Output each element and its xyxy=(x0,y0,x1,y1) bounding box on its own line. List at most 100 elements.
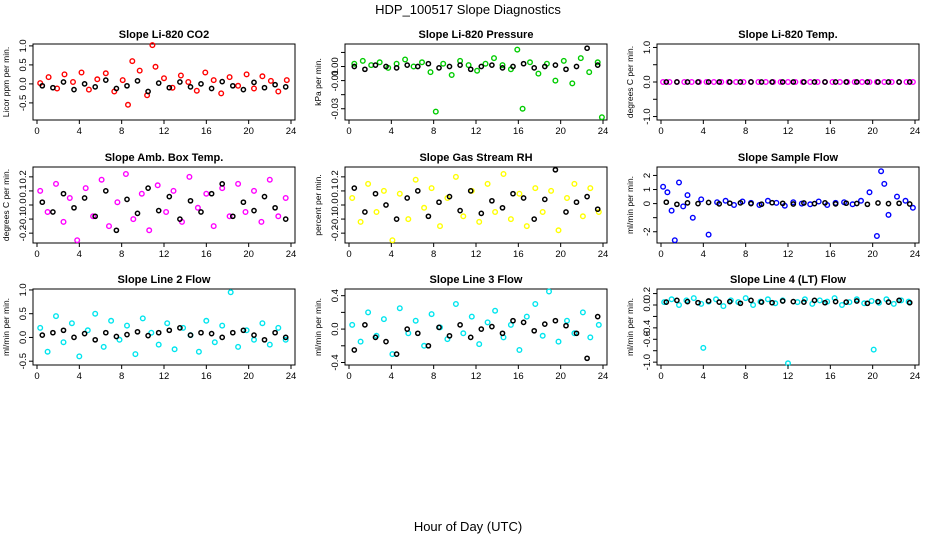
hourly-point xyxy=(414,188,421,194)
data-point xyxy=(816,297,823,304)
data-point xyxy=(60,339,67,346)
y-tick-label: -0.03 xyxy=(330,98,341,120)
series-hourly-points xyxy=(351,45,601,73)
hourly-point xyxy=(520,60,527,67)
hourly-point xyxy=(853,79,860,85)
hourly-point xyxy=(843,200,850,207)
x-tick-label: 8 xyxy=(431,249,436,260)
data-point xyxy=(484,319,491,326)
data-point xyxy=(527,59,534,66)
hourly-point xyxy=(705,298,712,304)
hourly-point xyxy=(457,322,463,328)
data-point xyxy=(419,59,426,66)
data-point xyxy=(909,204,916,211)
data-point xyxy=(792,78,799,85)
hourly-point xyxy=(843,299,850,305)
hourly-point xyxy=(663,299,670,305)
data-point xyxy=(902,197,909,204)
data-point xyxy=(571,180,578,187)
data-point xyxy=(282,194,289,201)
hourly-point xyxy=(240,199,247,206)
y-axis-label: percent per min. xyxy=(313,174,323,235)
data-point xyxy=(60,218,67,225)
data-point xyxy=(482,60,489,67)
data-point xyxy=(402,56,409,63)
data-point xyxy=(266,176,273,183)
data-point xyxy=(595,208,602,215)
hourly-point xyxy=(198,209,204,215)
data-point xyxy=(169,84,176,91)
x-tick-label: 0 xyxy=(346,126,351,137)
data-point xyxy=(722,197,729,204)
data-point xyxy=(177,72,184,79)
data-point xyxy=(594,59,601,66)
hourly-point xyxy=(663,199,670,206)
data-point xyxy=(801,296,808,303)
data-point xyxy=(69,78,76,85)
hourly-point xyxy=(39,199,46,206)
y-axis-label: Licor ppm per min. xyxy=(1,47,11,117)
hourly-point xyxy=(906,299,913,306)
data-point xyxy=(705,231,712,238)
data-point xyxy=(359,57,366,64)
hourly-point xyxy=(372,62,379,68)
data-point xyxy=(203,190,210,197)
data-point xyxy=(516,190,523,197)
data-point xyxy=(160,75,167,82)
hourly-point xyxy=(748,297,754,304)
data-point xyxy=(698,196,705,203)
series-hourly-points xyxy=(351,166,601,222)
hourly-point xyxy=(50,329,56,336)
data-point xyxy=(68,320,75,327)
data-point xyxy=(861,300,868,307)
data-point xyxy=(164,320,171,327)
data-point xyxy=(890,300,897,307)
hourly-point xyxy=(393,65,400,71)
hourly-point xyxy=(769,199,775,206)
hourly-point xyxy=(134,78,141,84)
plot-frame xyxy=(32,166,296,244)
hourly-point xyxy=(282,84,289,90)
hourly-point xyxy=(552,62,559,68)
hourly-point xyxy=(748,79,754,85)
plot-frame xyxy=(344,43,608,121)
y-tick-label: 1 xyxy=(642,187,653,192)
data-point xyxy=(92,310,99,317)
hourly-point xyxy=(510,190,516,197)
data-point xyxy=(250,85,257,92)
series-all-points xyxy=(37,42,290,108)
hourly-point xyxy=(393,351,400,357)
hourly-point xyxy=(124,196,130,203)
data-point xyxy=(37,187,44,194)
hourly-point xyxy=(229,82,236,89)
data-point xyxy=(684,192,691,199)
hourly-point xyxy=(50,84,56,91)
x-tick-label: 12 xyxy=(471,249,482,260)
data-point xyxy=(577,55,584,62)
hourly-point xyxy=(885,79,892,85)
hourly-point xyxy=(145,88,151,95)
x-tick-label: 12 xyxy=(783,126,794,137)
y-axis-label: ml/min per min. xyxy=(313,298,323,356)
hourly-point xyxy=(674,297,680,304)
data-point xyxy=(579,213,586,220)
hourly-point xyxy=(726,79,733,85)
data-point xyxy=(878,168,885,175)
hourly-point xyxy=(499,330,506,337)
data-point xyxy=(139,315,146,322)
data-point xyxy=(516,347,523,354)
x-tick-label: 20 xyxy=(555,371,566,382)
data-point xyxy=(250,336,257,343)
x-tick-label: 16 xyxy=(513,126,524,137)
hourly-point xyxy=(499,204,506,211)
hourly-point xyxy=(790,79,797,85)
hourly-point xyxy=(716,201,723,207)
data-point xyxy=(564,194,571,201)
data-point xyxy=(720,303,727,310)
data-point xyxy=(365,180,372,187)
data-point xyxy=(764,296,771,303)
data-point xyxy=(460,213,467,220)
y-tick-label: 0 xyxy=(642,201,653,206)
y-tick-label: 0.2 xyxy=(18,170,29,183)
